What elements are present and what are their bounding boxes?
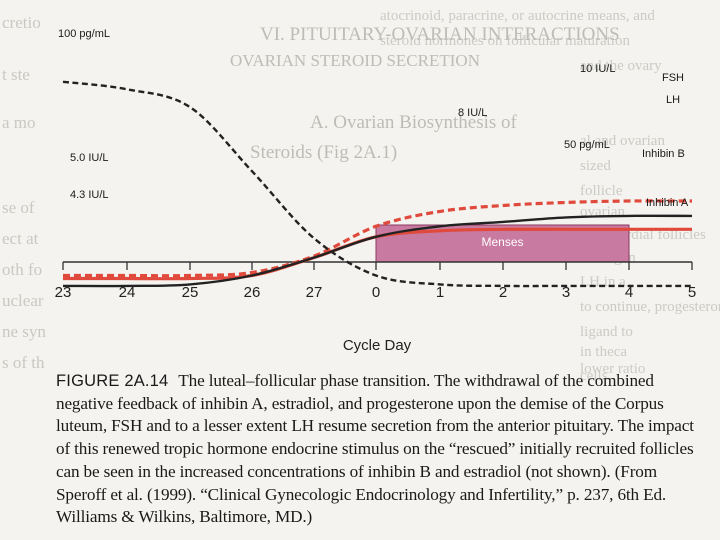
label-fsh-end: 10 IU/L bbox=[580, 63, 615, 75]
bleed-text-left: oth fo bbox=[2, 260, 42, 279]
bleed-text-right: follicle bbox=[580, 183, 623, 199]
background-bleed-text: cretio t ste a mo se of ect at oth fo uclear ne… bbox=[2, 8, 720, 380]
figure-caption: FIGURE 2A.14 The luteal–follicular phase… bbox=[56, 370, 706, 529]
series-name-inhibin-a: Inhibin A bbox=[646, 197, 689, 209]
x-tick-label: 0 bbox=[372, 284, 380, 301]
x-tick-label: 1 bbox=[436, 284, 444, 301]
bleed-text-left: ect at bbox=[2, 229, 39, 248]
label-inhibin-a-start: 100 pg/mL bbox=[58, 28, 110, 40]
bleed-text-right: steroid hormones on follicular maturatio… bbox=[380, 33, 630, 49]
series-name-inhibin-b: Inhibin B bbox=[642, 148, 685, 160]
bleed-text-right: sized bbox=[580, 158, 611, 174]
x-tick-label: 23 bbox=[55, 284, 72, 301]
series-name-fsh: FSH bbox=[662, 72, 684, 84]
x-tick-label: 5 bbox=[688, 284, 696, 301]
bleed-text-left: cretio bbox=[2, 13, 41, 32]
series-fsh-line bbox=[63, 199, 693, 278]
bleed-text-left: a mo bbox=[2, 113, 36, 132]
bleed-text-right: lower ratio bbox=[580, 361, 645, 377]
x-tick-label: 2 bbox=[499, 284, 507, 301]
bleed-text-left: se of bbox=[2, 198, 35, 217]
label-inhibin-b-start: 4.3 IU/L bbox=[70, 189, 109, 201]
bleed-text-right: to continue, progesterone bbox=[580, 299, 720, 315]
bleed-text-right: in theca bbox=[580, 344, 627, 360]
x-tick-label: 3 bbox=[562, 284, 570, 301]
x-tick-label: 24 bbox=[119, 284, 136, 301]
bleed-text-right: and the ovary bbox=[580, 58, 662, 74]
x-tick-label: 26 bbox=[244, 284, 261, 301]
menses-label: Menses bbox=[481, 235, 523, 249]
figure-label: FIGURE 2A.14 bbox=[56, 372, 169, 390]
bleed-text-left: s of th bbox=[2, 353, 45, 372]
bleed-text-heading: VI. PITUITARY-OVARIAN INTERACTIONS bbox=[260, 24, 620, 45]
bleed-text-heading: Steroids (Fig 2A.1) bbox=[250, 142, 397, 163]
label-lh-end: 8 IU/L bbox=[458, 107, 487, 119]
bleed-text-right: ligand to bbox=[580, 324, 633, 340]
bleed-text-left: uclear bbox=[2, 291, 44, 310]
caption-text: The luteal–follicular phase transition. … bbox=[56, 371, 694, 527]
bleed-text-left: t ste bbox=[2, 65, 30, 84]
bleed-text-right: atocrinoid, paracrine, or autocrine mean… bbox=[380, 8, 655, 24]
bleed-text-right: al and ovarian bbox=[580, 133, 665, 149]
label-fsh-start: 5.0 IU/L bbox=[70, 152, 109, 164]
series-name-lh: LH bbox=[666, 94, 680, 106]
label-inhibin-b-end: 50 pg/mL bbox=[564, 139, 610, 151]
series-inhibin-b-line bbox=[62, 214, 693, 288]
bleed-text-heading: OVARIAN STEROID SECRETION bbox=[230, 51, 480, 70]
bleed-text-left: ne syn bbox=[2, 322, 46, 341]
bleed-text-right: cells bbox=[580, 368, 608, 380]
x-tick-label: 4 bbox=[625, 284, 633, 301]
series-inhibin-a-line bbox=[62, 80, 692, 288]
x-tick-label: 25 bbox=[182, 284, 199, 301]
x-axis-label: Cycle Day bbox=[343, 337, 412, 354]
bleed-text-heading: A. Ovarian Biosynthesis of bbox=[310, 112, 518, 133]
x-tick-label: 27 bbox=[306, 284, 323, 301]
